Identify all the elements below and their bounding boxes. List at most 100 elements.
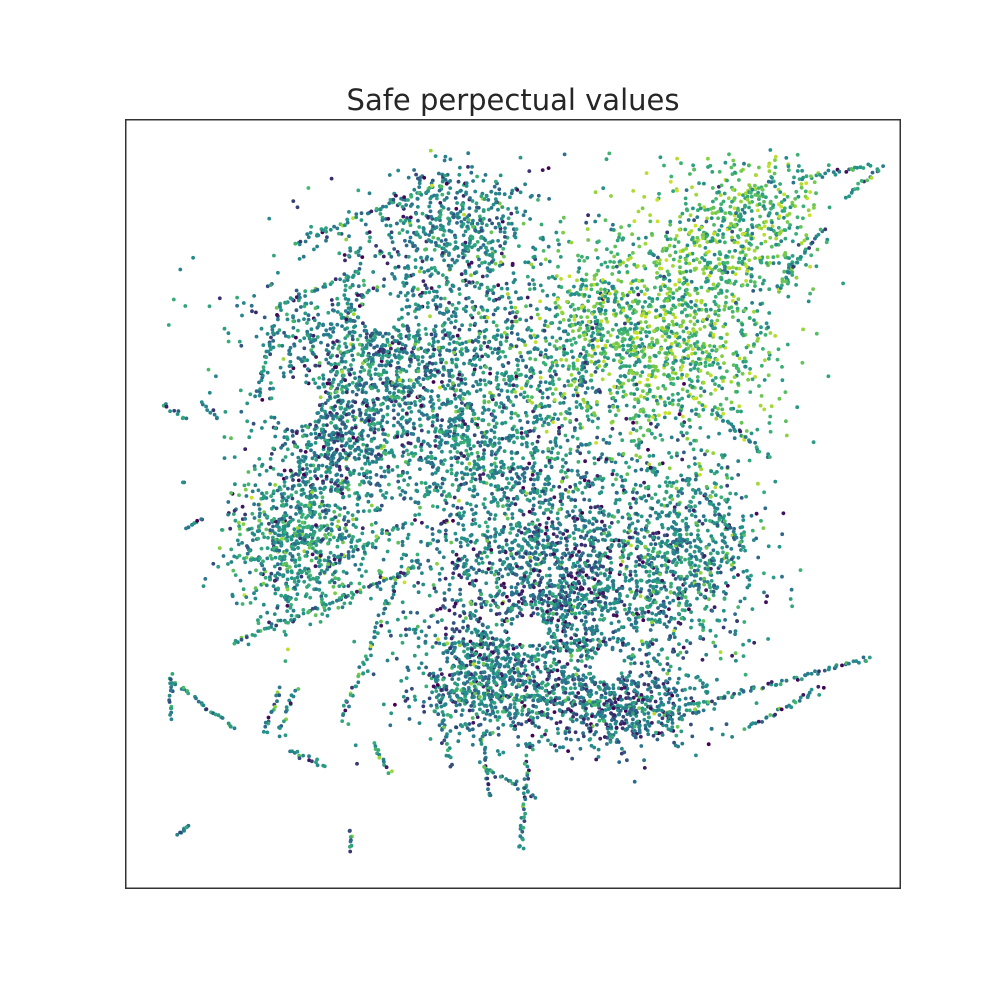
scatter-point bbox=[574, 527, 578, 532]
scatter-point bbox=[702, 205, 706, 209]
scatter-point bbox=[703, 360, 708, 365]
scatter-point bbox=[674, 322, 679, 327]
scatter-point bbox=[516, 528, 521, 533]
scatter-point bbox=[321, 322, 325, 327]
scatter-point bbox=[710, 363, 715, 367]
scatter-point bbox=[375, 288, 379, 293]
scatter-point bbox=[435, 369, 440, 374]
scatter-point bbox=[694, 287, 699, 291]
scatter-point bbox=[349, 363, 353, 367]
scatter-point bbox=[350, 380, 355, 385]
scatter-point bbox=[485, 344, 490, 349]
scatter-point bbox=[423, 481, 428, 486]
scatter-point bbox=[713, 376, 718, 380]
scatter-point bbox=[592, 461, 597, 466]
scatter-point bbox=[443, 386, 448, 391]
scatter-point bbox=[757, 202, 762, 207]
scatter-point bbox=[471, 412, 476, 417]
scatter-point bbox=[686, 218, 691, 222]
scatter-point bbox=[535, 439, 540, 444]
scatter-point bbox=[647, 324, 652, 329]
scatter-point bbox=[524, 441, 529, 445]
scatter-point bbox=[463, 377, 467, 381]
scatter-point bbox=[552, 292, 556, 297]
scatter-point bbox=[416, 287, 420, 292]
scatter-point bbox=[532, 286, 537, 291]
scatter-point bbox=[814, 264, 819, 269]
scatter-point bbox=[397, 486, 402, 490]
scatter-point bbox=[453, 235, 458, 240]
scatter-point bbox=[464, 465, 469, 470]
scatter-point bbox=[593, 370, 598, 374]
scatter-point bbox=[430, 344, 435, 348]
scatter-point bbox=[371, 270, 376, 274]
scatter-point bbox=[475, 280, 479, 285]
scatter-point bbox=[535, 518, 540, 522]
scatter-point bbox=[429, 286, 434, 290]
scatter-point bbox=[695, 379, 700, 383]
scatter-point bbox=[700, 350, 705, 355]
scatter-point bbox=[689, 408, 694, 413]
scatter-point bbox=[691, 163, 695, 168]
scatter-point bbox=[743, 253, 748, 258]
scatter-point bbox=[382, 396, 387, 400]
scatter-point bbox=[601, 437, 606, 442]
scatter-point bbox=[413, 258, 418, 262]
scatter-point bbox=[371, 286, 376, 291]
scatter-point bbox=[271, 584, 276, 588]
scatter-point bbox=[546, 414, 550, 419]
scatter-point bbox=[538, 380, 543, 385]
scatter-point bbox=[581, 345, 586, 350]
scatter-point bbox=[336, 346, 341, 351]
scatter-point bbox=[321, 376, 326, 381]
scatter-point bbox=[576, 253, 580, 258]
scatter-point bbox=[540, 391, 545, 395]
scatter-point bbox=[450, 483, 455, 487]
scatter-point bbox=[460, 476, 465, 481]
scatter-point bbox=[376, 427, 381, 432]
scatter-point bbox=[557, 485, 562, 489]
scatter-point bbox=[809, 253, 814, 258]
scatter-point bbox=[337, 251, 342, 256]
scatter-point bbox=[515, 496, 520, 501]
scatter-point bbox=[452, 446, 457, 450]
scatter-point bbox=[640, 305, 645, 309]
scatter-point bbox=[680, 303, 685, 307]
scatter-point bbox=[576, 460, 581, 464]
scatter-point bbox=[667, 411, 672, 416]
scatter-point bbox=[330, 345, 335, 350]
scatter-point bbox=[661, 384, 666, 388]
scatter-point bbox=[336, 301, 341, 306]
scatter-point bbox=[767, 421, 772, 425]
scatter-point bbox=[441, 233, 446, 237]
scatter-point bbox=[557, 429, 561, 434]
scatter-point bbox=[687, 293, 692, 297]
scatter-point bbox=[659, 346, 664, 351]
scatter-point bbox=[338, 350, 343, 354]
scatter-point bbox=[580, 254, 584, 259]
scatter-point bbox=[688, 368, 693, 372]
scatter-point bbox=[430, 465, 435, 469]
scatter-point bbox=[513, 235, 518, 240]
scatter-point bbox=[762, 199, 766, 204]
scatter-point bbox=[342, 253, 347, 257]
scatter-point bbox=[463, 422, 467, 426]
scatter-point bbox=[723, 304, 727, 309]
scatter-point bbox=[334, 389, 339, 394]
scatter-point bbox=[759, 226, 764, 231]
scatter-point bbox=[476, 247, 481, 252]
scatter-point bbox=[427, 238, 432, 243]
scatter-point bbox=[712, 231, 716, 236]
scatter-point bbox=[627, 465, 631, 470]
scatter-point bbox=[730, 292, 735, 297]
scatter-point bbox=[722, 361, 726, 365]
scatter-point bbox=[660, 438, 665, 442]
scatter-point bbox=[468, 323, 473, 327]
scatter-point bbox=[723, 160, 728, 165]
scatter-point bbox=[349, 308, 353, 313]
scatter-point bbox=[470, 363, 475, 367]
scatter-point bbox=[730, 199, 734, 204]
scatter-point bbox=[634, 428, 639, 433]
scatter-point bbox=[426, 416, 430, 421]
scatter-point bbox=[485, 315, 490, 320]
